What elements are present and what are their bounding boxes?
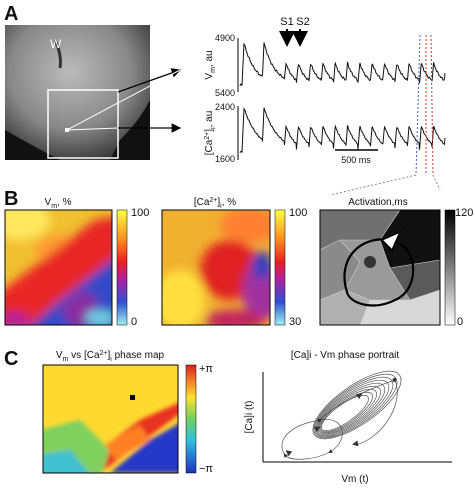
ca-trace [239, 107, 446, 154]
title-part: ] [108, 350, 111, 361]
colorbar [185, 364, 197, 474]
colorbar-max: 100 [289, 207, 307, 219]
map-frame [42, 364, 179, 474]
ca-top: 2400 [215, 102, 235, 112]
roi-box [47, 89, 119, 159]
colorbar-min: −π [199, 463, 213, 475]
panel-label: A [4, 3, 18, 25]
phase-map [43, 365, 178, 473]
map-title: Activation,ms [348, 197, 407, 208]
ca-bottom: 1600 [215, 154, 235, 164]
colorbar-max: +π [199, 363, 213, 375]
stim-marker: S2 [296, 16, 309, 28]
pointer-line [66, 69, 181, 131]
trajectory-arrow [285, 450, 293, 457]
title-unit: , % [57, 197, 72, 208]
ca-axis-label: [Ca2+]i, au [204, 111, 217, 156]
ca-label-sup: 2+ [204, 132, 211, 140]
electrode [53, 39, 62, 69]
pointer-line [66, 127, 119, 131]
cursor-guide [329, 174, 441, 196]
arrow [117, 68, 182, 93]
map-title: Vm vs [Ca2+]i phase map [56, 350, 165, 363]
title-sub: m [63, 356, 69, 363]
vm-top: 4900 [215, 33, 235, 43]
trajectory-arrow [355, 393, 363, 400]
colorbar [116, 209, 128, 326]
vm-label-sub: m [210, 67, 217, 73]
vm-map [5, 210, 112, 325]
title-sup: 2+ [100, 350, 108, 357]
title-main: V [45, 197, 52, 208]
colorbar [274, 209, 286, 326]
vm-label-main: V [204, 73, 215, 80]
trajectory-path [281, 380, 397, 460]
colorbar-min: 30 [289, 316, 301, 328]
map-frame [4, 209, 113, 326]
title-sup: 2+ [209, 197, 217, 204]
phase-trajectory [281, 370, 402, 460]
vm-bottom: 5400 [215, 88, 235, 98]
trajectory-arrow [313, 426, 321, 433]
title-sub: i [110, 356, 112, 363]
colorbar-min: 0 [457, 316, 463, 328]
vm-label-unit: , au [204, 50, 215, 67]
vm-trace [239, 42, 446, 87]
title-main: [Ca [194, 197, 210, 208]
ca-label-bracket: ] [204, 129, 215, 132]
portrait-title: [Ca]i - Vm phase portrait [291, 350, 400, 361]
panel-label: C [4, 348, 18, 370]
colorbar-min: 0 [131, 316, 137, 328]
map-frame [161, 209, 271, 326]
stim-marker: S1 [280, 16, 293, 28]
image-shadow [5, 100, 150, 160]
title-part: vs [Ca [68, 350, 100, 361]
map-title: [Ca2+]i, % [194, 197, 236, 210]
title-part: phase map [112, 350, 165, 361]
vm-axis-label: Vm, au [204, 50, 217, 79]
image-label: W [50, 37, 62, 51]
activation-map [320, 210, 440, 325]
title-bracket: ] [217, 197, 220, 208]
colorbar-max: 120 [455, 207, 473, 219]
title-unit: , % [222, 197, 237, 208]
trajectory-arrow [352, 440, 359, 447]
scale-bar-label: 500 ms [341, 155, 371, 165]
map-frame [319, 209, 441, 326]
x-axis-label: Vm (t) [341, 474, 368, 485]
ca-map [162, 210, 270, 325]
ca-label-sub: i [210, 127, 217, 129]
y-axis-label: [Ca]i (t) [244, 401, 255, 434]
colorbar-max: 100 [131, 207, 149, 219]
title-part: V [56, 350, 63, 361]
cursor-line [430, 34, 434, 176]
colorbar [444, 209, 456, 326]
cursor-line [415, 34, 421, 176]
ca-label-main: [Ca [204, 139, 215, 155]
map-title: Vm, % [45, 197, 72, 210]
title-sub: m [51, 203, 57, 210]
panel-label: B [4, 188, 18, 210]
ca-label-unit: , au [204, 111, 215, 128]
title-sub: i [220, 203, 222, 210]
